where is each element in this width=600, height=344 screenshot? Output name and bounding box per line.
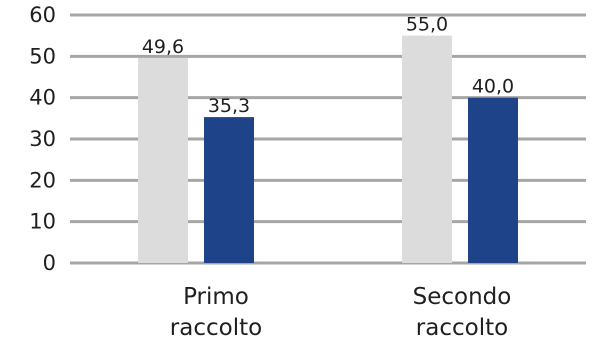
- x-category-label: Secondo raccolto: [413, 284, 512, 341]
- y-tick-label: 10: [29, 210, 56, 234]
- bar-value-label: 55,0: [406, 14, 448, 36]
- bar-value-label: 40,0: [472, 76, 514, 98]
- x-axis-categories: Primo raccolto Secondo raccolto: [170, 284, 512, 341]
- x-category-label-line: Primo: [183, 284, 249, 310]
- bar: [468, 97, 518, 264]
- y-tick-label: 20: [29, 168, 56, 192]
- x-category-label-line: raccolto: [416, 315, 508, 341]
- data-labels: 49,6 55,0 35,3 40,0: [142, 14, 514, 117]
- bar: [402, 35, 452, 263]
- bar: [138, 57, 188, 264]
- y-tick-label: 30: [29, 127, 56, 151]
- y-tick-label: 60: [29, 3, 56, 27]
- bars: [138, 35, 518, 264]
- bar-value-label: 49,6: [142, 36, 184, 58]
- y-tick-label: 40: [29, 86, 56, 110]
- x-category-label-line: raccolto: [170, 315, 262, 341]
- y-tick-label: 50: [29, 44, 56, 68]
- y-axis-ticks: 0 10 20 30 40 50 60: [29, 3, 56, 275]
- x-category-label: Primo raccolto: [170, 284, 262, 341]
- bar: [204, 117, 254, 264]
- bar-value-label: 35,3: [208, 95, 250, 117]
- y-tick-label: 0: [43, 251, 56, 275]
- x-category-label-line: Secondo: [413, 284, 512, 310]
